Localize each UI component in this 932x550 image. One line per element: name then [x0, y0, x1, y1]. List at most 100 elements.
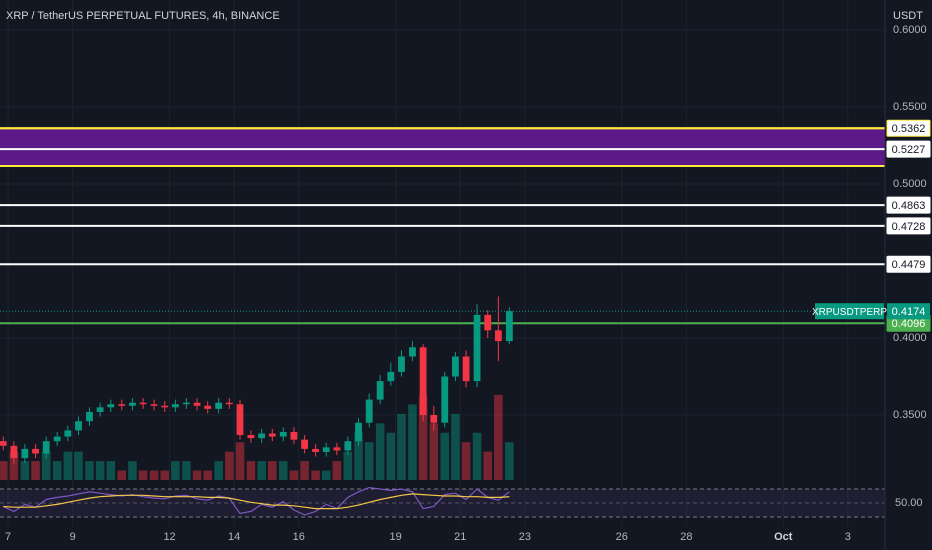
volume-bar [106, 461, 116, 480]
volume-bar [52, 461, 62, 480]
x-tick-label: 16 [293, 531, 305, 543]
volume-bar [408, 404, 417, 480]
volume-bar [397, 413, 406, 480]
volume-bar [41, 451, 51, 480]
volume-bar [483, 451, 492, 480]
candle-body [484, 314, 492, 331]
volume-bar [461, 442, 471, 480]
candle-body [75, 421, 82, 431]
candle-body [344, 441, 352, 451]
x-tick-label: 9 [70, 531, 76, 543]
x-tick-label: 28 [680, 531, 692, 543]
volume-bar [451, 413, 460, 480]
symbol-tag: XRPUSDTPERP [812, 307, 887, 318]
x-tick-label: Oct [774, 531, 793, 543]
candle-body [0, 441, 7, 446]
candle-body [494, 330, 502, 342]
x-tick-label: 21 [454, 531, 466, 543]
level-label: 0.5362 [892, 123, 926, 135]
volume-bar [257, 461, 266, 480]
x-tick-label: 12 [163, 531, 175, 543]
zone-band [0, 128, 885, 167]
y-tick-label: 0.5000 [893, 178, 927, 190]
candle-body [10, 445, 18, 459]
candle-body [322, 447, 330, 452]
candle-body [139, 402, 147, 405]
candle-body [118, 404, 126, 406]
candle-body [279, 431, 287, 437]
candle-body [64, 430, 72, 437]
candle-body [129, 402, 136, 406]
y-tick-label: 0.3500 [893, 409, 927, 421]
candle-body [258, 433, 266, 439]
volume-bar [85, 461, 94, 480]
candle-body [204, 405, 212, 409]
x-tick-label: 14 [228, 531, 240, 543]
volume-bar [343, 451, 353, 480]
y-tick-label: 0.6000 [893, 24, 927, 36]
volume-bar [472, 432, 482, 480]
candle-body [42, 441, 50, 454]
volume-bar [160, 470, 169, 480]
candle-body [505, 311, 513, 342]
last-price-label: 0.4174 [892, 306, 926, 318]
volume-bar [289, 470, 299, 480]
level-label: 0.4863 [892, 200, 926, 212]
volume-bar [95, 461, 105, 480]
candle-body [236, 404, 244, 436]
y-tick-label: 0.4000 [893, 332, 927, 344]
candle-body [161, 405, 169, 408]
candle-body [376, 381, 384, 400]
x-tick-label: 7 [5, 531, 11, 543]
candle-body [430, 415, 438, 423]
level-label: 0.5227 [892, 144, 926, 156]
volume-bar [20, 461, 30, 480]
volume-bar [117, 470, 127, 480]
candle-body [365, 399, 373, 423]
level-label: 0.4728 [892, 221, 926, 233]
volume-bar [9, 451, 19, 480]
rsi-tick-label: 50.00 [895, 497, 923, 509]
volume-bar [225, 451, 234, 480]
candle-body [409, 347, 416, 357]
candle-body [333, 447, 341, 451]
candle-body [441, 376, 449, 423]
candle-body [32, 448, 39, 454]
rsi-ma-line [3, 493, 510, 510]
rsi-line [2, 486, 510, 516]
candle-body [312, 448, 319, 452]
volume-bar [311, 470, 320, 480]
level-label: 0.4096 [892, 318, 926, 330]
candle-body [452, 356, 459, 377]
volume-bar [182, 461, 191, 480]
volume-bar [300, 461, 309, 480]
candle-body [225, 402, 233, 405]
candle-body [150, 404, 158, 406]
volume-bar [429, 423, 439, 480]
volume-bar [386, 432, 396, 480]
volume-bar [364, 442, 374, 480]
candle-body [247, 435, 255, 439]
level-label-box [886, 196, 931, 214]
candle-body [96, 407, 104, 412]
candle-body [86, 411, 93, 422]
volume-bar [203, 470, 212, 480]
last-price-box [887, 303, 930, 320]
candle-body [398, 356, 405, 372]
currency-label: USDT [893, 10, 923, 22]
candle-body [387, 371, 395, 382]
volume-bar [128, 461, 137, 480]
candle-body [21, 448, 29, 459]
candle-body [107, 404, 115, 408]
volume-bar [246, 461, 256, 480]
candle-body [215, 402, 223, 409]
candle-body [473, 314, 481, 382]
volume-bar [63, 451, 73, 480]
volume-bar [321, 470, 331, 480]
volume-bar [354, 432, 363, 480]
chart-title: XRP / TetherUS PERPETUAL FUTURES, 4h, BI… [6, 10, 280, 22]
volume-bar [418, 395, 428, 480]
candle-body [301, 439, 308, 449]
